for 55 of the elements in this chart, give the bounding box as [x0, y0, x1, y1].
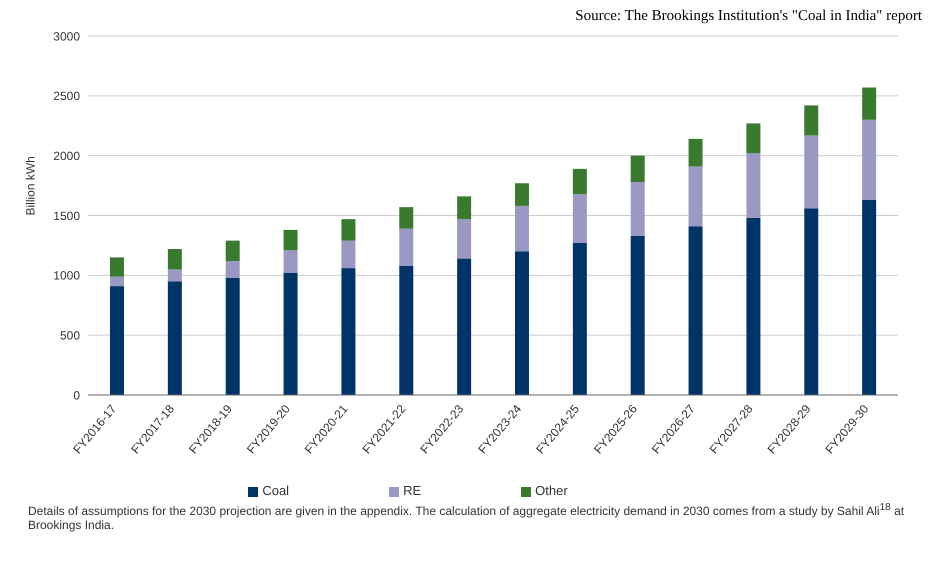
bar [284, 250, 298, 273]
bar [399, 228, 414, 266]
bar [168, 249, 182, 270]
y-tick-label: 2500 [53, 89, 80, 104]
bar [284, 230, 298, 250]
bar [630, 182, 645, 236]
bar [110, 276, 124, 286]
bar [341, 240, 356, 268]
bar [746, 218, 760, 395]
source-note: Source: The Brookings Institution's "Coal in India" report [574, 8, 923, 26]
bar [572, 194, 587, 244]
bar [110, 257, 124, 277]
bar [341, 219, 356, 241]
bar [168, 269, 182, 282]
bar [514, 251, 529, 395]
y-axis-title: Billion kWh [23, 156, 38, 216]
bar [688, 166, 703, 226]
bar [746, 123, 760, 154]
y-tick-label: 3000 [53, 29, 80, 44]
bar [804, 105, 818, 136]
bar [804, 135, 818, 208]
bar [688, 138, 703, 166]
y-tick-label: 2000 [53, 148, 80, 163]
bar [688, 226, 703, 395]
bar [457, 219, 472, 259]
y-tick-label: 1000 [53, 268, 80, 283]
y-tick-label: 0 [73, 388, 80, 402]
bar [862, 120, 876, 200]
y-tick-label: 1500 [53, 208, 80, 223]
bar [862, 87, 876, 120]
bar [284, 272, 298, 395]
bar [630, 156, 645, 182]
y-tick-label: 500 [60, 328, 80, 342]
legend-label: Other [535, 483, 568, 498]
bar [572, 168, 587, 194]
text: Details of assumptions for the 2030 projection are given in the appendix. The calculation of aggregate electricity demand in 2030 comes from a study by Sahil Ali$^{18}$ at Brookings India. [28, 502, 904, 532]
bar [457, 258, 472, 395]
legend-label: Coal [262, 483, 290, 498]
bar [110, 286, 124, 395]
bar [514, 183, 529, 206]
bar [630, 236, 645, 395]
bar [572, 243, 587, 395]
bar [168, 281, 182, 395]
bar [226, 260, 240, 278]
bar [226, 240, 240, 261]
bar [341, 268, 356, 395]
bar [226, 278, 240, 395]
bar [746, 153, 760, 218]
bar [862, 200, 876, 395]
legend-label: RE [403, 483, 422, 498]
bar [457, 196, 472, 220]
bar [399, 266, 414, 395]
bar [399, 207, 414, 229]
bar [804, 208, 818, 395]
bar [514, 206, 529, 252]
